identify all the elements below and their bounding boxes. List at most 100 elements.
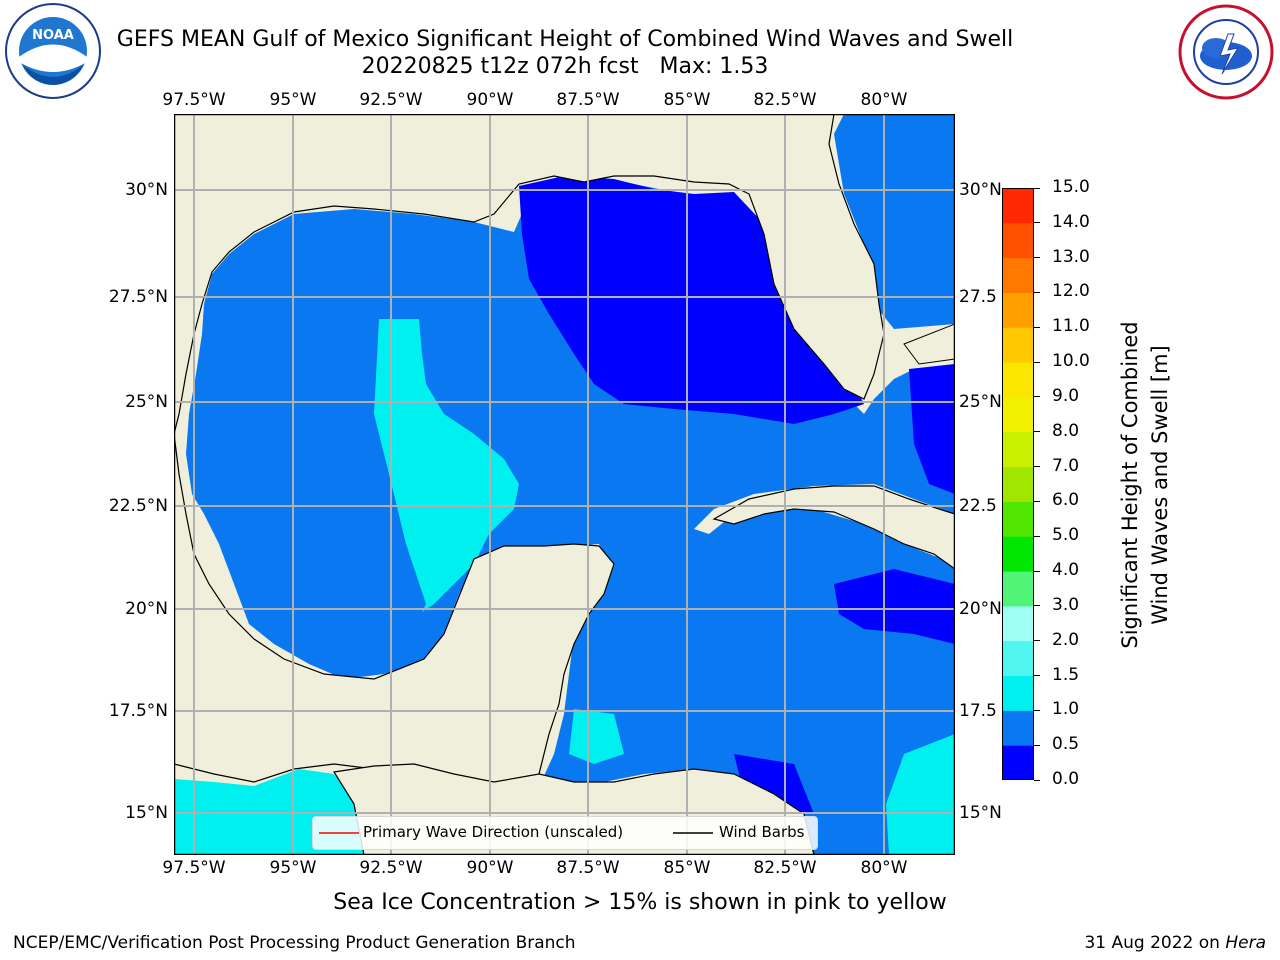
colorbar-tick-label: 12.0	[1052, 281, 1090, 302]
colorbar-tick-label: 13.0	[1052, 246, 1090, 267]
land-us-coast	[174, 114, 955, 435]
lat-label-right: 20°N	[959, 599, 1002, 619]
colorbar-tick-label: 0.5	[1052, 734, 1080, 755]
map-frame	[174, 114, 955, 855]
wind-barbs-legend-label: Wind Barbs	[719, 823, 805, 841]
colorbar-tick-mark	[1034, 500, 1040, 502]
colorbar-tick-label: 7.0	[1052, 455, 1080, 476]
colorbar-segment	[1002, 327, 1034, 363]
lon-label-bottom: 85°W	[663, 858, 711, 878]
caribbean-low-1	[834, 569, 955, 644]
lon-label-top: 85°W	[663, 90, 711, 110]
lon-label-bottom: 80°W	[860, 858, 908, 878]
colorbar-segment	[1002, 605, 1034, 642]
caribbean-low-3	[909, 364, 955, 494]
lat-label-right: 27.5	[959, 287, 997, 307]
chart-subtitle: 20220825 t12z 072h fcst Max: 1.53	[361, 54, 769, 79]
lat-label-left: 20°N	[125, 599, 168, 619]
colorbar-tick-label: 1.5	[1052, 664, 1080, 685]
wave-direction-legend-line	[319, 832, 359, 834]
wind-barbs-legend-line	[673, 832, 713, 834]
map-panel	[174, 114, 955, 855]
lon-label-bottom: 92.5°W	[359, 858, 423, 878]
lon-label-top: 87.5°W	[556, 90, 620, 110]
footer-machine: Hera	[1225, 933, 1266, 953]
colorbar-tick-mark	[1034, 640, 1040, 642]
lat-label-left: 17.5°N	[108, 701, 168, 721]
lon-label-bottom: 97.5°W	[162, 858, 226, 878]
sea-ice-note: Sea Ice Concentration > 15% is shown in …	[333, 890, 947, 915]
colorbar-tick-mark	[1034, 257, 1040, 259]
colorbar-tick-label: 14.0	[1052, 211, 1090, 232]
lon-label-top: 90°W	[466, 90, 514, 110]
colorbar-tick-mark	[1034, 605, 1040, 607]
lat-label-right: 25°N	[959, 392, 1002, 412]
lon-label-top: 80°W	[860, 90, 908, 110]
colorbar-tick-label: 11.0	[1052, 316, 1090, 337]
colorbar-tick-label: 9.0	[1052, 385, 1080, 406]
colorbar-segment	[1002, 362, 1034, 398]
colorbar-segment	[1002, 571, 1034, 607]
colorbar-tick-mark	[1034, 291, 1040, 293]
lon-label-top: 97.5°W	[162, 90, 226, 110]
lat-label-left: 27.5°N	[108, 287, 168, 307]
eastern-gulf-low	[519, 176, 864, 424]
colorbar-tick-label: 1.0	[1052, 699, 1080, 720]
colorbar-segment	[1002, 640, 1034, 677]
colorbar-tick-mark	[1034, 326, 1040, 328]
colorbar-tick-label: 10.0	[1052, 351, 1090, 372]
colorbar-tick-mark	[1034, 222, 1040, 224]
colorbar-segment	[1002, 745, 1034, 780]
lat-label-right: 15°N	[959, 803, 1002, 823]
lon-label-bottom: 82.5°W	[753, 858, 817, 878]
lat-label-left: 22.5°N	[108, 496, 168, 516]
colorbar-tick-mark	[1034, 675, 1040, 677]
colorbar-frame	[1002, 188, 1034, 780]
colorbar-tick-label: 2.0	[1052, 629, 1080, 650]
colorbar-segment	[1002, 188, 1034, 224]
colorbar-label-line1: Significant Height of Combined	[1118, 321, 1142, 649]
lat-label-left: 15°N	[125, 803, 168, 823]
caribbean-cyan-2	[886, 734, 955, 855]
lat-label-left: 25°N	[125, 392, 168, 412]
colorbar-tick-mark	[1034, 570, 1040, 572]
colorbar-label: Significant Height of Combined Wind Wave…	[1115, 320, 1175, 650]
central-gulf-cyan	[374, 319, 519, 612]
map-gridlines	[174, 114, 955, 855]
colorbar-tick-label: 3.0	[1052, 594, 1080, 615]
noaa-logo: NOAA	[4, 2, 102, 100]
lon-label-bottom: 95°W	[269, 858, 317, 878]
chart-title: GEFS MEAN Gulf of Mexico Significant Hei…	[116, 27, 1014, 52]
lat-label-left: 30°N	[125, 180, 168, 200]
atlantic-water	[834, 114, 955, 329]
lon-label-top: 92.5°W	[359, 90, 423, 110]
colorbar-segment	[1002, 431, 1034, 468]
colorbar-segment	[1002, 257, 1034, 293]
lon-label-bottom: 87.5°W	[556, 858, 620, 878]
colorbar-segment	[1002, 536, 1034, 572]
colorbar-tick-mark	[1034, 396, 1040, 398]
colorbar-tick-mark	[1034, 187, 1040, 189]
wave-direction-legend-label: Primary Wave Direction (unscaled)	[363, 823, 624, 841]
footer-run-info: 31 Aug 2022 on Hera	[1084, 933, 1266, 953]
colorbar-tick-label: 8.0	[1052, 420, 1080, 441]
colorbar-segment	[1002, 292, 1034, 328]
svg-text:NOAA: NOAA	[32, 28, 74, 43]
footer-date: 31 Aug 2022 on	[1084, 933, 1226, 953]
colorbar-tick-mark	[1034, 779, 1040, 781]
colorbar-segment	[1002, 675, 1034, 711]
nws-logo	[1176, 4, 1276, 100]
lat-label-right: 30°N	[959, 180, 1002, 200]
caribbean-cyan-1	[569, 709, 624, 764]
colorbar-segment	[1002, 396, 1034, 433]
colorbar-segment	[1002, 501, 1034, 537]
colorbar-segment	[1002, 222, 1034, 259]
colorbar-label-line2: Wind Waves and Swell [m]	[1148, 345, 1172, 625]
colorbar-segment	[1002, 710, 1034, 746]
colorbar-tick-label: 5.0	[1052, 525, 1080, 546]
colorbar-tick-label: 6.0	[1052, 490, 1080, 511]
land-florida-keys-bahamas	[903, 323, 955, 365]
colorbar-tick-mark	[1034, 466, 1040, 468]
colorbar-tick-label: 0.0	[1052, 769, 1080, 789]
colorbar-tick-mark	[1034, 744, 1040, 746]
